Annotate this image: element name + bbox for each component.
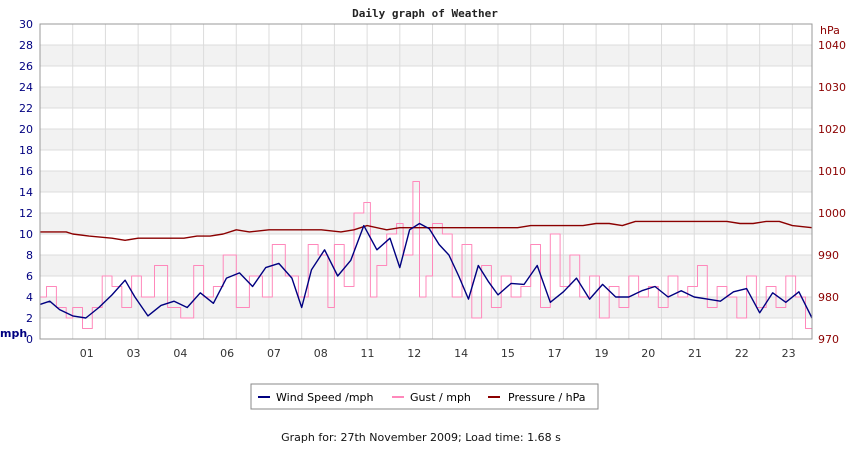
x-tick-label: 07: [267, 347, 281, 360]
grid-band: [40, 45, 812, 66]
grid-band: [40, 255, 812, 276]
x-tick-label: 19: [594, 347, 608, 360]
grid-band: [40, 213, 812, 234]
legend-label-gust: Gust / mph: [410, 391, 471, 404]
right-tick-label: 1030: [818, 81, 846, 94]
left-tick-label: 2: [26, 312, 33, 325]
left-tick-label: 6: [26, 270, 33, 283]
grid-band: [40, 129, 812, 150]
left-tick-label: 8: [26, 249, 33, 262]
chart-title: Daily graph of Weather: [352, 7, 498, 20]
plot-frame: [39, 23, 813, 340]
left-tick-label: 16: [19, 165, 33, 178]
footer-info: Graph for: 27th November 2009; Load time…: [281, 431, 561, 444]
x-tick-label: 14: [454, 347, 468, 360]
right-tick-label: 1020: [818, 123, 846, 136]
left-tick-label: 4: [26, 291, 33, 304]
left-tick-label: 24: [19, 81, 33, 94]
left-axis-unit: mph: [0, 327, 27, 340]
x-tick-label: 04: [173, 347, 187, 360]
legend-box: [250, 383, 599, 410]
plot-background-bands: [40, 24, 812, 339]
x-tick-label: 17: [548, 347, 562, 360]
x-tick-label: 21: [688, 347, 702, 360]
left-tick-label: 30: [19, 18, 33, 31]
x-tick-label: 03: [127, 347, 141, 360]
grid-band: [40, 150, 812, 171]
x-axis-ticks: 01 03 04 06 07 08 11 12 14 15 17 19 20 21 22 23: [80, 347, 796, 360]
right-tick-label: 1010: [818, 165, 846, 178]
left-tick-label: 20: [19, 123, 33, 136]
right-tick-label: 1000: [818, 207, 846, 220]
right-axis-unit: hPa: [820, 24, 840, 37]
grid-band: [40, 108, 812, 129]
grid-band: [40, 297, 812, 318]
grid-band: [40, 87, 812, 108]
legend-label-pressure: Pressure / hPa: [508, 391, 586, 404]
left-tick-label: 26: [19, 60, 33, 73]
left-tick-label: 10: [19, 228, 33, 241]
grid-band: [40, 24, 812, 45]
left-tick-label: 12: [19, 207, 33, 220]
grid-band: [40, 234, 812, 255]
series-lines: [39, 181, 813, 329]
series-line-wind-speed-mph: [39, 222, 813, 319]
x-tick-label: 06: [220, 347, 234, 360]
grid-band: [40, 66, 812, 87]
left-tick-label: 0: [26, 333, 33, 346]
legend-label-wind-speed: Wind Speed /mph: [276, 391, 374, 404]
left-tick-label: 18: [19, 144, 33, 157]
grid-band: [40, 192, 812, 213]
right-tick-label: 990: [818, 249, 839, 262]
left-tick-label: 28: [19, 39, 33, 52]
x-tick-label: 23: [782, 347, 796, 360]
grid-band: [40, 318, 812, 339]
x-tick-label: 12: [407, 347, 421, 360]
series-line-gust-mph: [40, 181, 813, 329]
series-line-pressure-hpa: [40, 220, 813, 241]
x-tick-label: 08: [314, 347, 328, 360]
legend: Wind Speed /mph Gust / mph Pressure / hP…: [250, 383, 599, 410]
right-axis-ticks: 970 980 990 1000 1010 1020 1030 1040: [818, 39, 846, 346]
right-tick-label: 1040: [818, 39, 846, 52]
x-tick-label: 11: [361, 347, 375, 360]
left-tick-label: 22: [19, 102, 33, 115]
left-tick-label: 14: [19, 186, 33, 199]
right-tick-label: 970: [818, 333, 839, 346]
x-tick-label: 22: [735, 347, 749, 360]
right-tick-label: 980: [818, 291, 839, 304]
x-tick-label: 15: [501, 347, 515, 360]
x-tick-label: 01: [80, 347, 94, 360]
grid-band: [40, 171, 812, 192]
x-tick-label: 20: [641, 347, 655, 360]
